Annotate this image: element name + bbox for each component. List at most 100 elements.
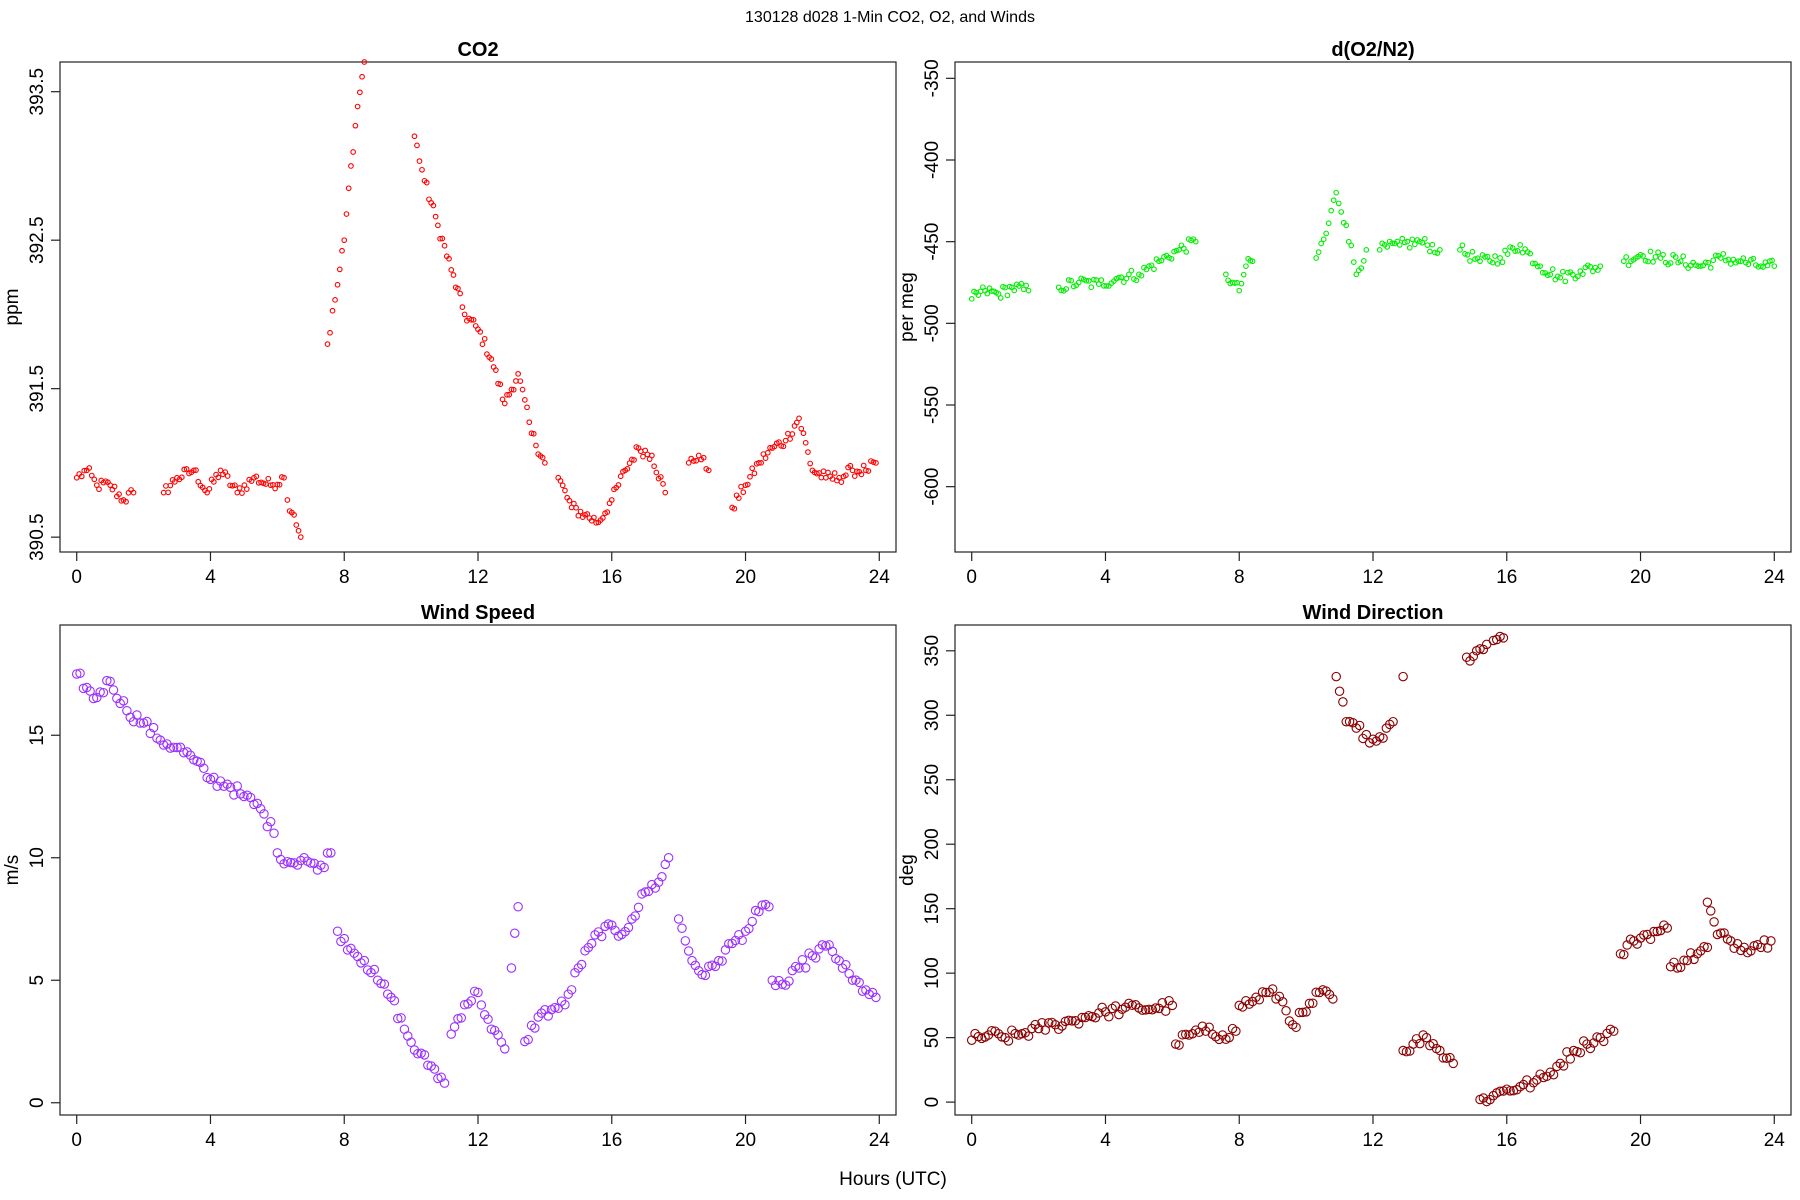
data-point bbox=[1301, 1007, 1311, 1017]
data-segment bbox=[1055, 236, 1199, 294]
data-point-fill bbox=[851, 473, 858, 479]
data-point-fill bbox=[504, 391, 510, 398]
data-point-fill bbox=[1294, 1007, 1305, 1018]
data-point-fill bbox=[1462, 251, 1468, 257]
data-point-fill bbox=[430, 202, 437, 209]
data-point bbox=[796, 415, 802, 422]
data-point-fill bbox=[1177, 1030, 1188, 1040]
data-point-fill bbox=[419, 1050, 430, 1060]
data-point-fill bbox=[98, 687, 109, 698]
data-point-fill bbox=[263, 481, 269, 487]
data-point bbox=[1477, 258, 1483, 265]
data-point-fill bbox=[784, 976, 794, 986]
data-point-fill bbox=[349, 948, 360, 958]
data-point-fill bbox=[229, 790, 239, 800]
data-point-fill bbox=[1672, 963, 1683, 973]
data-point-fill bbox=[523, 1034, 533, 1045]
data-point-fill bbox=[798, 425, 805, 432]
data-point-fill bbox=[1164, 995, 1174, 1006]
data-point-fill bbox=[1128, 267, 1135, 274]
data-point-fill bbox=[1538, 1072, 1549, 1083]
data-point bbox=[1517, 242, 1523, 248]
data-point bbox=[172, 742, 182, 753]
data-point-fill bbox=[1126, 271, 1132, 278]
data-point-fill bbox=[1428, 1039, 1438, 1049]
data-point bbox=[1615, 949, 1626, 959]
data-point-fill bbox=[858, 471, 865, 478]
data-point-fill bbox=[1103, 283, 1110, 289]
data-point bbox=[1421, 1032, 1432, 1043]
data-point-fill bbox=[1414, 237, 1421, 243]
data-point-fill bbox=[1214, 1034, 1224, 1045]
data-point-fill bbox=[623, 922, 634, 933]
x-tick-label: 12 bbox=[467, 1130, 488, 1151]
x-tick-label: 12 bbox=[1362, 1130, 1383, 1151]
data-point-fill bbox=[1512, 248, 1518, 254]
data-point-fill bbox=[356, 89, 363, 96]
data-point-fill bbox=[123, 498, 129, 505]
x-tick-label: 16 bbox=[1496, 567, 1517, 588]
data-point-fill bbox=[1559, 268, 1566, 275]
data-point-fill bbox=[1247, 257, 1254, 264]
y-axis-label: per meg bbox=[897, 272, 918, 342]
data-point bbox=[849, 467, 856, 474]
x-tick-label: 24 bbox=[869, 1130, 891, 1151]
data-point-fill bbox=[817, 940, 828, 950]
data-point bbox=[1351, 723, 1362, 733]
data-point bbox=[822, 474, 829, 481]
data-point bbox=[411, 133, 418, 140]
data-point-fill bbox=[683, 946, 694, 956]
data-point-fill bbox=[193, 467, 199, 473]
data-point-fill bbox=[352, 122, 359, 129]
data-point-fill bbox=[1384, 719, 1395, 730]
data-point-fill bbox=[1168, 255, 1175, 262]
data-point-fill bbox=[1562, 278, 1569, 285]
data-point-fill bbox=[466, 996, 477, 1006]
data-point-fill bbox=[265, 475, 272, 482]
data-point-fill bbox=[1702, 259, 1709, 266]
data-point-fill bbox=[693, 457, 700, 464]
data-point-fill bbox=[1127, 1000, 1137, 1010]
data-segment bbox=[1376, 235, 1443, 256]
data-point-fill bbox=[1675, 962, 1686, 973]
data-point-fill bbox=[1647, 248, 1654, 255]
data-point bbox=[1363, 246, 1370, 253]
data-point-fill bbox=[1716, 928, 1726, 938]
data-point bbox=[1771, 263, 1778, 270]
data-point-fill bbox=[1426, 248, 1433, 255]
data-point-fill bbox=[1083, 277, 1090, 284]
data-point-fill bbox=[1421, 235, 1428, 242]
data-point-fill bbox=[1445, 1052, 1455, 1063]
data-point bbox=[1448, 1058, 1459, 1069]
data-point bbox=[1249, 258, 1256, 265]
x-tick-label: 8 bbox=[1234, 567, 1245, 588]
data-point-fill bbox=[646, 456, 653, 463]
data-point-fill bbox=[536, 1008, 547, 1018]
data-point-fill bbox=[747, 473, 753, 480]
data-point-fill bbox=[1063, 286, 1070, 292]
data-point bbox=[1231, 1026, 1241, 1036]
data-point-fill bbox=[419, 166, 425, 173]
data-point-fill bbox=[436, 1072, 446, 1083]
data-point-fill bbox=[1190, 236, 1197, 243]
data-point-fill bbox=[91, 476, 98, 483]
data-point-fill bbox=[1522, 1075, 1532, 1085]
data-point bbox=[714, 955, 724, 966]
data-point-fill bbox=[1655, 249, 1661, 256]
data-point-fill bbox=[1073, 282, 1080, 289]
data-point bbox=[217, 467, 224, 474]
plot-frame bbox=[954, 624, 1792, 1116]
data-point-fill bbox=[607, 920, 617, 930]
data-point-fill bbox=[1030, 1019, 1041, 1030]
data-point-fill bbox=[1157, 998, 1168, 1008]
data-point-fill bbox=[1090, 276, 1097, 283]
data-point-fill bbox=[429, 1064, 440, 1074]
data-point-fill bbox=[1160, 1006, 1171, 1016]
data-point-fill bbox=[252, 798, 263, 809]
data-point-fill bbox=[1389, 240, 1396, 247]
data-segment bbox=[1170, 1021, 1241, 1050]
data-point bbox=[968, 295, 975, 302]
data-point bbox=[354, 103, 361, 110]
data-point-fill bbox=[1418, 1030, 1428, 1040]
data-point-fill bbox=[1330, 197, 1337, 204]
